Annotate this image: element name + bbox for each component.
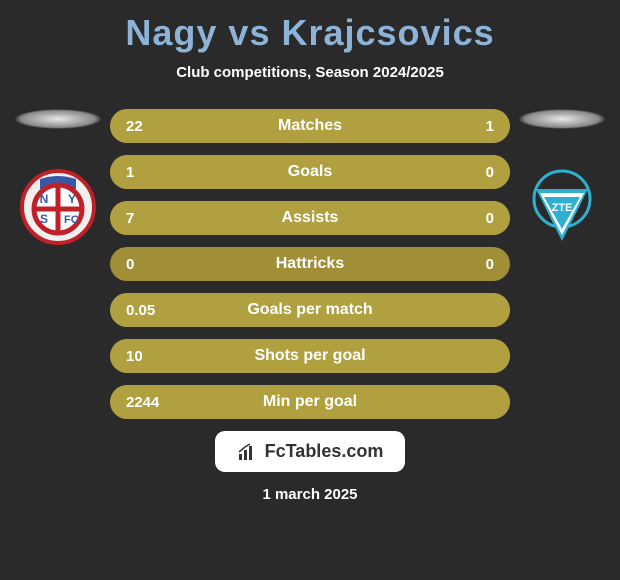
stat-value-left: 2244: [110, 394, 190, 411]
stat-row: 0Hattricks0: [110, 247, 510, 281]
stat-label: Min per goal: [190, 393, 430, 411]
stat-row: 22Matches1: [110, 109, 510, 143]
player2-silhouette: [518, 109, 606, 129]
page-title: Nagy vs Krajcsovics: [0, 0, 620, 54]
stat-label: Hattricks: [190, 255, 430, 273]
player-left-column: N Y S FC: [8, 109, 108, 245]
stat-value-left: 0: [110, 256, 190, 273]
stat-value-left: 22: [110, 118, 190, 135]
brand-text: FcTables.com: [265, 441, 384, 462]
stat-value-left: 0.05: [110, 302, 190, 319]
stat-row: 1Goals0: [110, 155, 510, 189]
stats-list: 22Matches11Goals07Assists00Hattricks00.0…: [110, 109, 510, 419]
player1-name: Nagy: [125, 12, 217, 53]
stat-value-left: 10: [110, 348, 190, 365]
stat-row: 0.05Goals per match: [110, 293, 510, 327]
stat-value-right: 1: [430, 118, 510, 135]
subtitle: Club competitions, Season 2024/2025: [0, 64, 620, 81]
stat-row: 7Assists0: [110, 201, 510, 235]
stat-label: Goals per match: [190, 301, 430, 319]
comparison-panel: N Y S FC ZTE 22Matches11Goals07Assists00…: [0, 109, 620, 419]
svg-text:ZTE: ZTE: [552, 202, 573, 214]
svg-text:FC: FC: [64, 214, 79, 226]
stat-label: Matches: [190, 117, 430, 135]
vs-text: vs: [228, 12, 270, 53]
stat-row: 10Shots per goal: [110, 339, 510, 373]
chart-icon: [237, 442, 257, 462]
stat-label: Goals: [190, 163, 430, 181]
stat-value-right: 0: [430, 256, 510, 273]
svg-text:S: S: [40, 212, 48, 226]
player2-name: Krajcsovics: [281, 12, 494, 53]
player-right-column: ZTE: [512, 109, 612, 245]
player1-silhouette: [14, 109, 102, 129]
svg-text:N: N: [40, 192, 49, 206]
footer: FcTables.com 1 march 2025: [0, 431, 620, 503]
stat-value-right: 0: [430, 164, 510, 181]
brand-link[interactable]: FcTables.com: [215, 431, 406, 472]
club-logo-left: N Y S FC: [20, 169, 96, 245]
stat-value-left: 1: [110, 164, 190, 181]
date-text: 1 march 2025: [262, 486, 357, 503]
stat-value-right: 0: [430, 210, 510, 227]
club-logo-right: ZTE: [524, 169, 600, 245]
stat-row: 2244Min per goal: [110, 385, 510, 419]
stat-label: Assists: [190, 209, 430, 227]
stat-label: Shots per goal: [190, 347, 430, 365]
svg-text:Y: Y: [68, 192, 76, 206]
stat-value-left: 7: [110, 210, 190, 227]
